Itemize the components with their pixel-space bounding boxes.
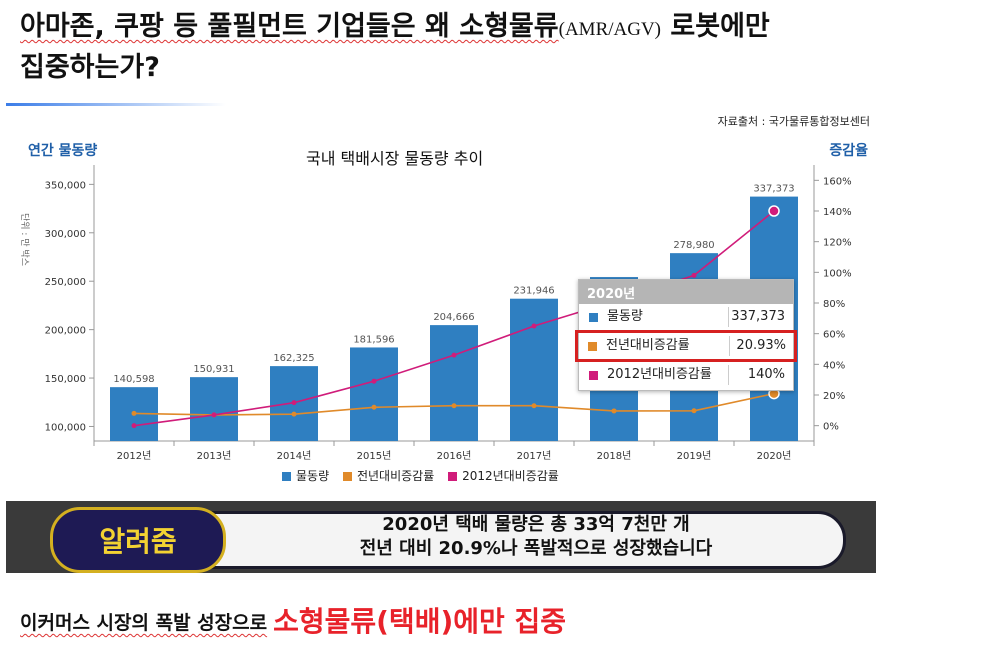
caption-message: 2020년 택배 물량은 총 33억 7천만 개 전년 대비 20.9%나 폭발…: [246, 513, 826, 561]
yoy-point: [451, 403, 457, 409]
tooltip-swatch-since2012: [589, 371, 598, 380]
yoy-point: [291, 411, 297, 417]
y-tick-label: 150,000: [45, 374, 86, 385]
bar-value-label: 140,598: [113, 374, 154, 385]
page-headline: 아마존, 쿠팡 등 풀필먼트 기업들은 왜 소형물류(AMR/AGV) 로봇에만…: [20, 8, 990, 87]
y2-tick-label: 120%: [823, 238, 852, 249]
tooltip-label-yoy: 전년대비증감률: [606, 338, 690, 353]
caption-badge-text: 알려줌: [99, 525, 177, 558]
y-tick-label: 200,000: [45, 326, 86, 337]
y-unit-label: 단위 : 만 박스: [19, 213, 30, 266]
y2-tick-label: 60%: [823, 330, 845, 341]
bar-value-label: 150,931: [193, 364, 234, 375]
tooltip-year: 2020년: [579, 280, 793, 304]
chart-source: 자료출처 : 국가물류통합정보센터: [717, 115, 870, 128]
tooltip-label-volume: 물동량: [607, 309, 643, 324]
legend-item-volume: 물동량: [296, 469, 330, 483]
bar-value-label: 204,666: [433, 312, 474, 323]
tooltip-row-since2012: 2012년대비증감률 140%: [579, 362, 793, 388]
y2-tick-label: 20%: [823, 391, 845, 402]
tooltip-swatch-yoy: [588, 342, 597, 351]
bar: [190, 377, 238, 441]
chart-title: 국내 택배시장 물동량 추이: [306, 149, 484, 168]
bar-value-label: 278,980: [673, 240, 714, 251]
caption-banner: 알려줌 2020년 택배 물량은 총 33억 7천만 개 전년 대비 20.9%…: [6, 501, 876, 573]
tooltip-value-volume: 337,373: [731, 309, 785, 324]
x-tick-label: 2019년: [677, 450, 712, 462]
legend-swatch-yoy: [342, 472, 352, 481]
bar-value-label: 162,325: [273, 353, 314, 364]
legend-swatch-volume: [282, 472, 291, 481]
y-tick-label: 250,000: [45, 277, 86, 288]
tooltip-row-yoy: 전년대비증감률 20.93%: [575, 330, 797, 362]
since2012-point: [131, 423, 137, 429]
y2-tick-label: 140%: [823, 207, 852, 218]
right-axis-title: 증감율: [829, 143, 868, 159]
since2012-point: [291, 400, 297, 406]
yoy-point: [531, 403, 537, 409]
since2012-point: [371, 378, 377, 384]
panel-top-accent: [6, 103, 226, 106]
footer-text: 이커머스 시장의 폭발 성장으로: [20, 612, 268, 634]
y2-tick-label: 160%: [823, 176, 852, 187]
bar-value-label: 337,373: [753, 184, 794, 195]
y2-tick-label: 100%: [823, 268, 852, 279]
headline-text-small: (AMR/AGV): [558, 19, 662, 40]
headline-text-a: 아마존, 쿠팡 등 풀필먼트 기업들은 왜 소형물류: [20, 11, 559, 42]
tooltip-row-volume: 물동량 337,373: [579, 304, 793, 331]
bar: [430, 325, 478, 441]
headline-text-b: 로봇에만: [661, 11, 770, 42]
y-tick-label: 100,000: [45, 422, 86, 433]
footer-emphasis: 소형물류(택배)에만 집중: [273, 605, 567, 638]
bar: [510, 298, 558, 441]
y2-tick-label: 0%: [823, 422, 839, 433]
headline-line-1: 아마존, 쿠팡 등 풀필먼트 기업들은 왜 소형물류(AMR/AGV) 로봇에만: [20, 8, 990, 49]
tooltip-label-since2012: 2012년대비증감률: [607, 367, 712, 382]
since2012-point: [531, 323, 537, 329]
x-tick-label: 2018년: [597, 450, 632, 462]
y2-tick-label: 40%: [823, 360, 845, 371]
y-tick-label: 350,000: [45, 180, 86, 191]
since2012-point: [768, 205, 780, 217]
caption-line-2: 전년 대비 20.9%나 폭발적으로 성장했습니다: [359, 538, 713, 559]
data-tooltip: 2020년 물동량 337,373 전년대비증감률 20.93% 2012년대비…: [575, 279, 797, 391]
legend-item-since2012: 2012년대비증감률: [462, 469, 559, 483]
x-tick-label: 2017년: [517, 450, 552, 462]
tooltip-value-since2012: 140%: [747, 367, 785, 382]
since2012-point: [691, 272, 697, 278]
yoy-point: [691, 408, 697, 414]
since2012-point: [451, 352, 457, 358]
y-tick-label: 300,000: [45, 229, 86, 240]
yoy-point: [131, 410, 137, 416]
yoy-point: [371, 404, 377, 410]
bar-value-label: 181,596: [353, 334, 394, 345]
x-tick-label: 2014년: [277, 450, 312, 462]
bar-value-label: 231,946: [513, 286, 554, 297]
chart-panel: 자료출처 : 국가물류통합정보센터 연간 물동량 증감율 국내 택배시장 물동량…: [6, 103, 876, 573]
x-tick-label: 2015년: [357, 450, 392, 462]
caption-badge: 알려줌: [50, 507, 226, 573]
headline-line-2: 집중하는가?: [20, 52, 160, 83]
tooltip-value-yoy: 20.93%: [736, 338, 786, 353]
caption-line-1: 2020년 택배 물량은 총 33억 7천만 개: [382, 514, 690, 535]
x-tick-label: 2012년: [117, 450, 152, 462]
x-tick-label: 2020년: [757, 450, 792, 462]
yoy-point: [611, 408, 617, 414]
x-tick-label: 2016년: [437, 450, 472, 462]
footer-caption: 이커머스 시장의 폭발 성장으로 소형물류(택배)에만 집중: [20, 600, 566, 640]
chart-legend: 물동량 전년대비증감률 2012년대비증감률: [272, 467, 559, 484]
tooltip-swatch-volume: [589, 313, 598, 322]
since2012-point: [211, 412, 217, 418]
left-axis-title: 연간 물동량: [28, 143, 98, 159]
x-tick-label: 2013년: [197, 450, 232, 462]
legend-item-yoy: 전년대비증감률: [356, 469, 435, 483]
bar: [350, 347, 398, 441]
y2-tick-label: 80%: [823, 299, 845, 310]
legend-swatch-since2012: [448, 472, 458, 481]
